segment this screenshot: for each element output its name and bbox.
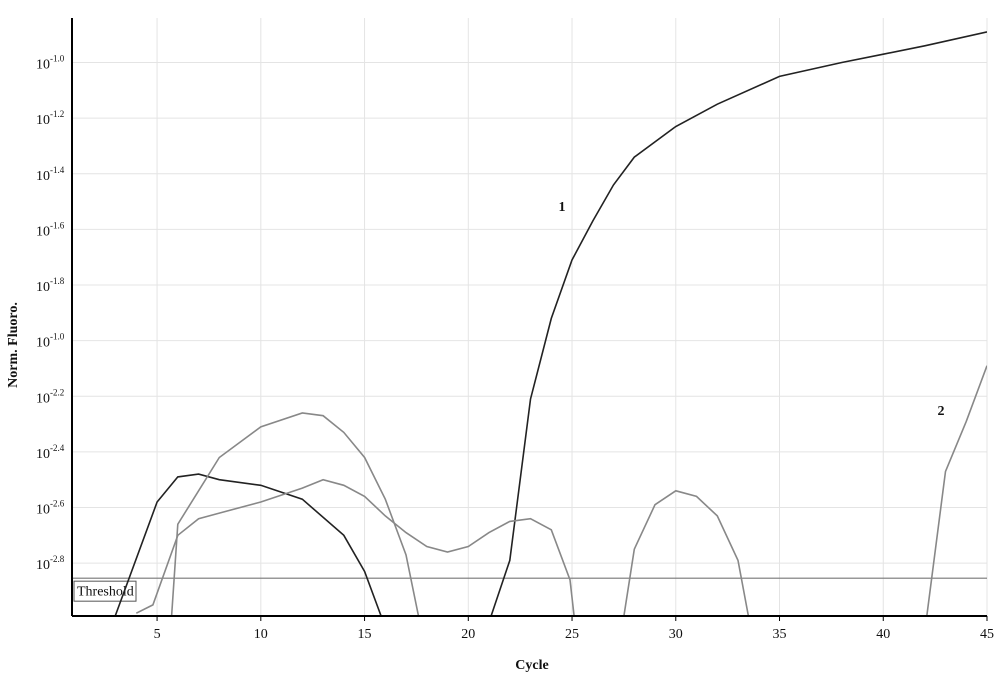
tick-base: 10 — [36, 558, 50, 573]
tick-base: 10 — [36, 503, 50, 518]
tick-exponent: -1.0 — [50, 54, 65, 64]
x-tick-label: 20 — [461, 627, 475, 642]
x-tick-label: 25 — [565, 627, 579, 642]
x-tick-label: 35 — [773, 627, 787, 642]
series-line — [114, 31, 987, 616]
series-line — [170, 412, 420, 616]
tick-exponent: -2.4 — [50, 443, 65, 453]
y-tick-label: 10-2.6 — [36, 499, 65, 518]
tick-exponent: -1.0 — [50, 332, 65, 342]
y-tick-label: 10-1.0 — [36, 332, 65, 351]
tick-base: 10 — [36, 280, 50, 295]
tick-base: 10 — [36, 225, 50, 240]
x-tick-label: 30 — [669, 627, 683, 642]
tick-base: 10 — [36, 336, 50, 351]
x-tick-label: 40 — [876, 627, 890, 642]
tick-exponent: -1.2 — [50, 109, 64, 119]
x-tick-label: 5 — [154, 627, 161, 642]
y-tick-label: 10-2.4 — [36, 443, 65, 462]
series-label: 1 — [559, 200, 566, 215]
threshold-box — [73, 580, 137, 602]
tick-exponent: -2.8 — [50, 554, 65, 564]
threshold-label: Threshold — [77, 584, 134, 599]
y-tick-label: 10-1.4 — [36, 165, 65, 184]
series-label: 2 — [938, 404, 945, 419]
x-tick-label: 45 — [980, 627, 994, 642]
y-tick-label: 10-2.8 — [36, 554, 65, 573]
tick-exponent: -2.2 — [50, 387, 64, 397]
series-line — [135, 365, 987, 616]
tick-exponent: -1.6 — [50, 220, 65, 230]
x-tick-label: 10 — [254, 627, 268, 642]
y-axis-label: Norm. Fluoro. — [6, 302, 21, 388]
tick-exponent: -2.6 — [50, 499, 65, 509]
y-tick-label: 10-1.0 — [36, 54, 65, 73]
x-tick-label: 15 — [358, 627, 372, 642]
y-tick-label: 10-2.2 — [36, 387, 64, 406]
tick-base: 10 — [36, 391, 50, 406]
y-tick-label: 10-1.8 — [36, 276, 65, 295]
y-tick-label: 10-1.2 — [36, 109, 64, 128]
tick-base: 10 — [36, 113, 50, 128]
tick-base: 10 — [36, 169, 50, 184]
tick-base: 10 — [36, 58, 50, 73]
x-axis-label: Cycle — [515, 658, 548, 673]
y-tick-label: 10-1.6 — [36, 220, 65, 239]
tick-exponent: -1.4 — [50, 165, 65, 175]
tick-base: 10 — [36, 447, 50, 462]
tick-exponent: -1.8 — [50, 276, 65, 286]
